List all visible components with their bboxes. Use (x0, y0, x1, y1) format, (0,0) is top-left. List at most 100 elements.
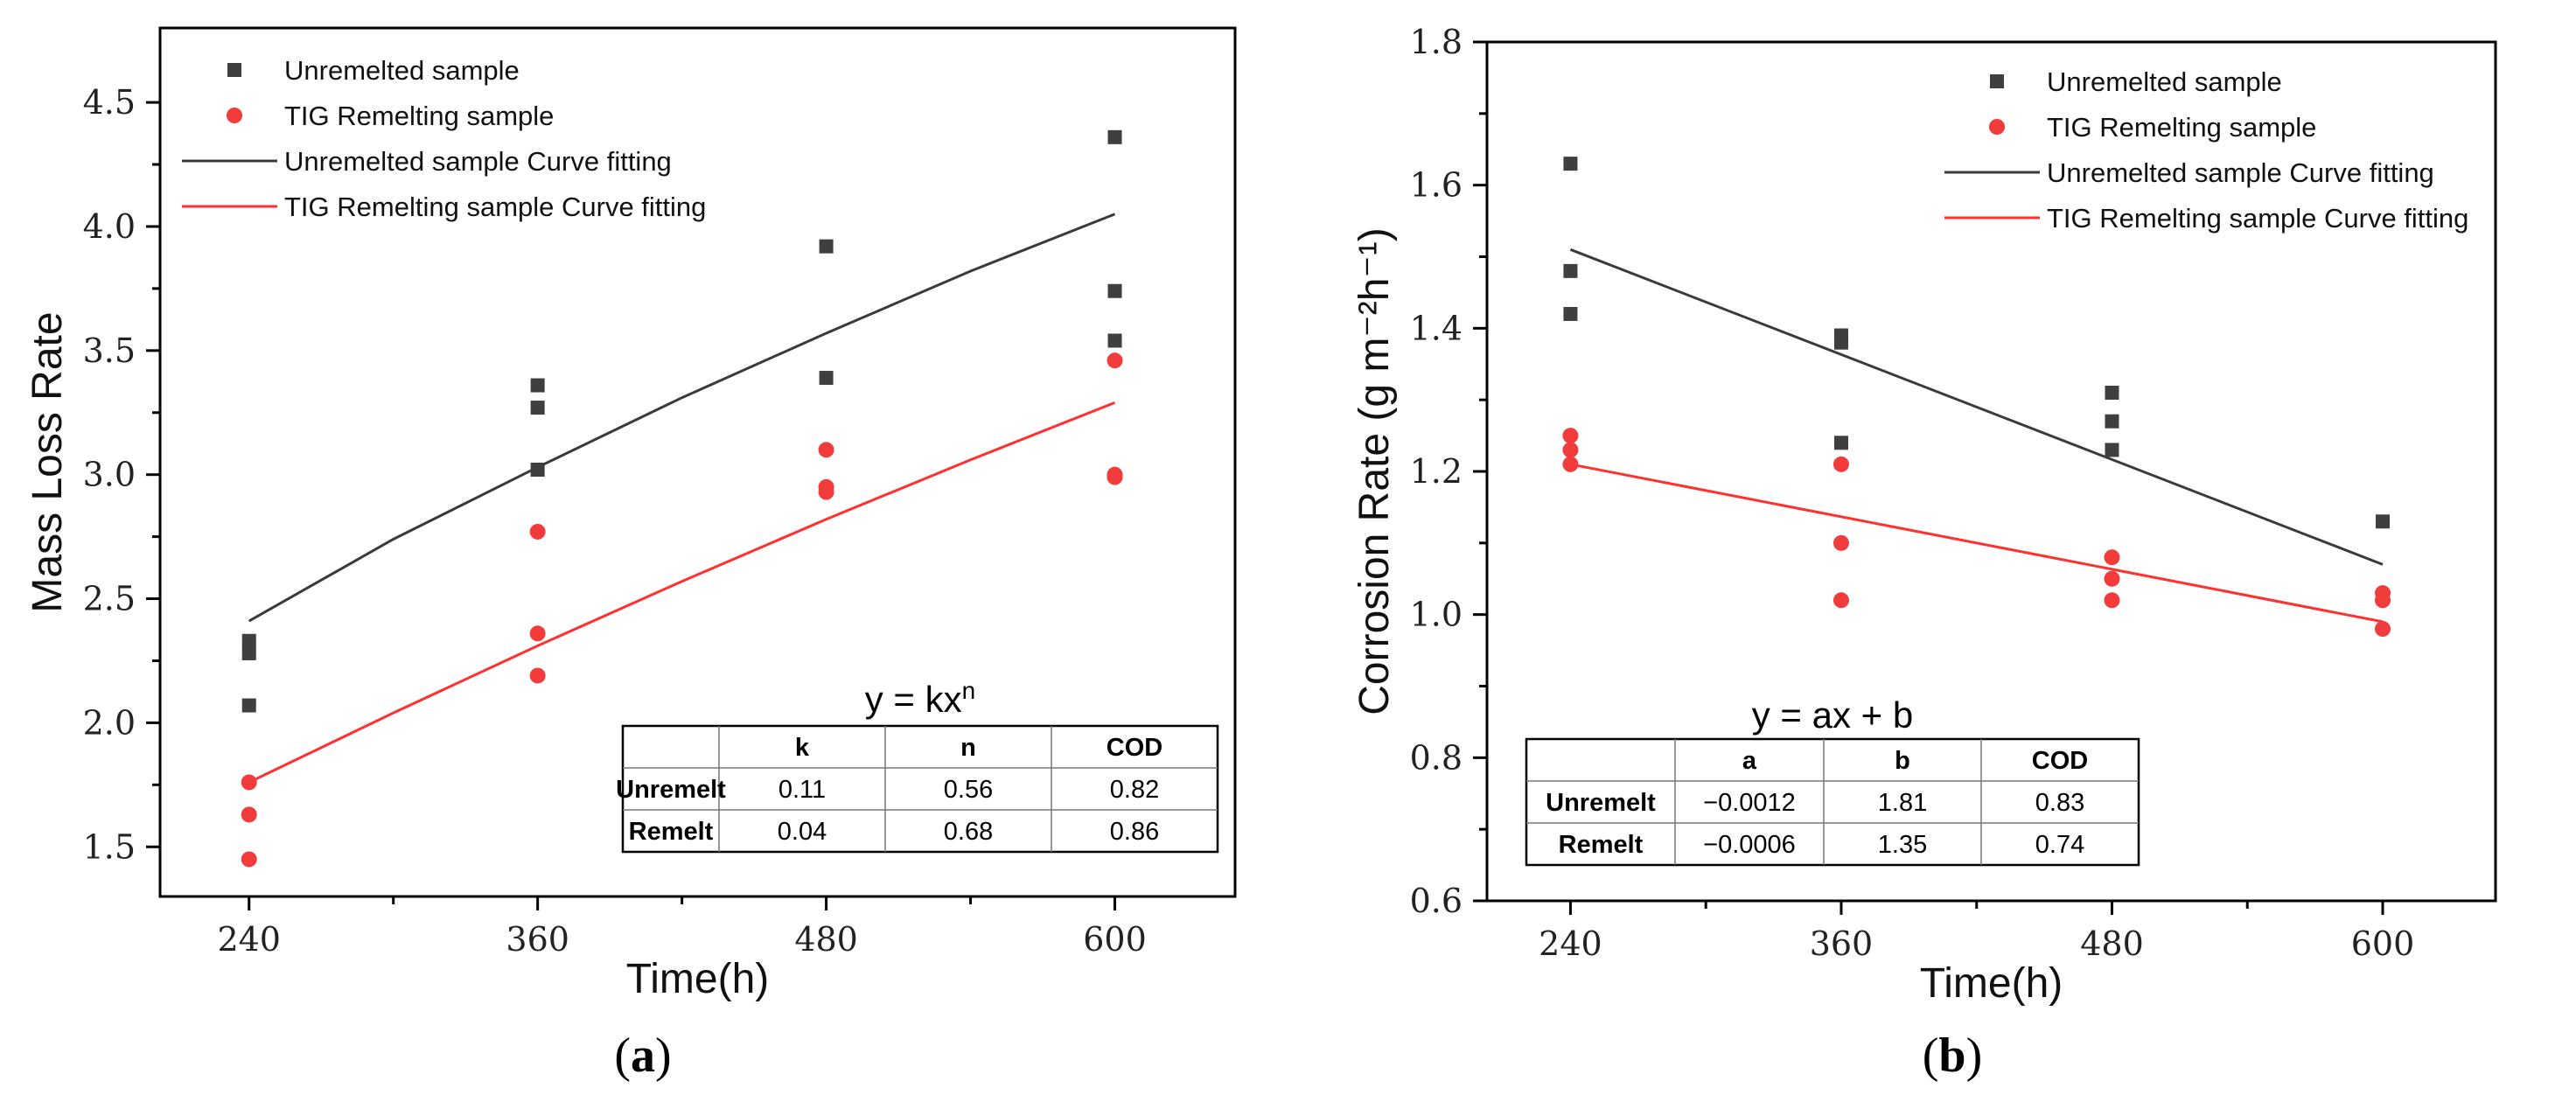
y-tick-label: 3.5 (83, 331, 136, 370)
unremelted-point (530, 378, 545, 393)
legend-entry: TIG Remelting sample (284, 101, 554, 131)
legend-marker-remelt (1989, 119, 2005, 135)
unremelted-fit-line (248, 213, 1116, 623)
table-header: n (960, 734, 976, 762)
remelt-point (529, 667, 546, 684)
table-cell: Unremelt (616, 776, 726, 804)
y-tick-label: 2.0 (83, 703, 136, 742)
y-tick-label: 0.6 (1410, 882, 1463, 920)
table-cell: 0.56 (944, 776, 993, 804)
unremelted-point (2105, 443, 2119, 457)
table-header: k (795, 734, 810, 762)
unremelted-point (241, 633, 256, 648)
y-tick-label: 1.4 (1410, 309, 1463, 347)
remelt-point (2104, 592, 2120, 609)
remelt-point (2104, 570, 2120, 587)
y-tick-label: 1.5 (83, 827, 136, 866)
y-tick-label: 1.2 (1410, 452, 1463, 491)
remelt-point (241, 806, 257, 823)
table-cell: −0.0006 (1703, 831, 1796, 859)
unremelted-point (1107, 333, 1122, 348)
equation-exponent: n (962, 677, 976, 704)
unremelted-point (1833, 335, 1848, 350)
panel-label-open: ( (1923, 1029, 1939, 1083)
table-cell: 0.04 (778, 818, 827, 846)
unremelted-point (2105, 385, 2119, 400)
x-axis-title: Time(h) (1920, 960, 2063, 1007)
remelt-point (818, 484, 834, 500)
y-axis-title: Mass Loss Rate (24, 311, 71, 612)
unremelted-point (1107, 283, 1122, 298)
table-cell: 1.81 (1878, 789, 1927, 817)
remelt-point (1106, 352, 1123, 369)
remelt-point (2104, 549, 2120, 566)
unremelted-point (2105, 414, 2119, 429)
x-tick-label: 240 (217, 920, 281, 959)
unremelted-point (819, 371, 834, 386)
x-tick-label: 600 (2351, 924, 2415, 963)
table-header: COD (1106, 734, 1162, 762)
panel-label-open: ( (614, 1029, 631, 1083)
x-tick-label: 480 (794, 920, 858, 959)
panel-label: (a) (614, 1029, 671, 1083)
chart-b: 240 360 480 600 0.6 0.8 1.0 1.2 1.4 1.6 1.8 Time(h)… (1351, 23, 2497, 1083)
table-cell: 0.86 (1110, 818, 1159, 846)
fit-parameter-table: y = ax + b a b COD Unremelt −0.0012 1.81 0.83 Re… (1525, 694, 2140, 867)
panel-label-close: ) (1966, 1029, 1983, 1083)
unremelted-point (241, 698, 256, 713)
remelt-point (1562, 428, 1579, 444)
y-tick-label: 4.0 (83, 207, 136, 246)
legend-marker-unremelted (1990, 74, 2004, 88)
legend-marker-remelt (227, 108, 242, 123)
equation-main: y = kx (865, 679, 962, 720)
x-tick-label: 360 (506, 920, 569, 959)
legend-marker-unremelted (227, 63, 241, 77)
y-tick-label: 4.5 (83, 83, 136, 122)
table-cell: 0.68 (944, 818, 993, 846)
remelt-point (241, 774, 257, 791)
unremelted-point (241, 645, 256, 660)
table-cell: Remelt (1559, 831, 1644, 859)
unremelted-point (1563, 157, 1578, 171)
legend-entry: TIG Remelting sample Curve fitting (284, 192, 706, 222)
chart-a: 240 360 480 600 1.5 2.0 2.5 3.0 3.5 4.0 4.5 Time(h)… (24, 26, 1237, 1083)
unremelted-point (530, 463, 545, 478)
remelt-point (1833, 456, 1849, 472)
table-cell: 0.83 (2035, 789, 2084, 817)
table-header: a (1742, 747, 1757, 775)
table-border (1525, 737, 2140, 867)
fit-equation: y = kxn (865, 677, 975, 721)
unremelted-point (1833, 436, 1848, 450)
x-tick-label: 360 (1810, 924, 1874, 963)
legend-entry: TIG Remelting sample Curve fitting (2047, 203, 2468, 234)
table-header: COD (2032, 747, 2088, 775)
panel-label-letter: b (1938, 1029, 1965, 1083)
x-tick-label: 480 (2080, 924, 2144, 963)
remelt-point (241, 851, 257, 868)
y-tick-label: 0.8 (1410, 738, 1463, 777)
unremelted-point (530, 401, 545, 415)
remelt-point (1833, 592, 1849, 609)
x-tick-label: 240 (1539, 924, 1602, 963)
y-tick-label: 1.8 (1410, 23, 1463, 61)
remelt-fit-line (1570, 463, 2384, 624)
legend-entry: Unremelted sample (2047, 66, 2282, 97)
x-tick-label: 600 (1083, 920, 1147, 959)
table-cell: Unremelt (1546, 789, 1656, 817)
table-header: b (1895, 747, 1910, 775)
unremelted-point (1107, 129, 1122, 144)
y-axis-title: Corrosion Rate (g m⁻²h⁻¹) (1351, 227, 1398, 715)
remelt-point (1562, 456, 1579, 472)
table-cell: 0.74 (2035, 831, 2084, 859)
unremelted-point (1563, 263, 1578, 278)
remelt-point (529, 625, 546, 642)
remelt-point (1833, 534, 1849, 551)
remelt-point (818, 442, 834, 458)
legend: Unremelted sample TIG Remelting sample Unr… (1944, 66, 2468, 234)
y-tick-label: 3.0 (83, 456, 136, 494)
unremelted-fit-line (1569, 248, 2384, 566)
table-cell: 1.35 (1878, 831, 1927, 859)
table-border (621, 724, 1219, 854)
y-tick-label: 1.6 (1410, 166, 1463, 205)
